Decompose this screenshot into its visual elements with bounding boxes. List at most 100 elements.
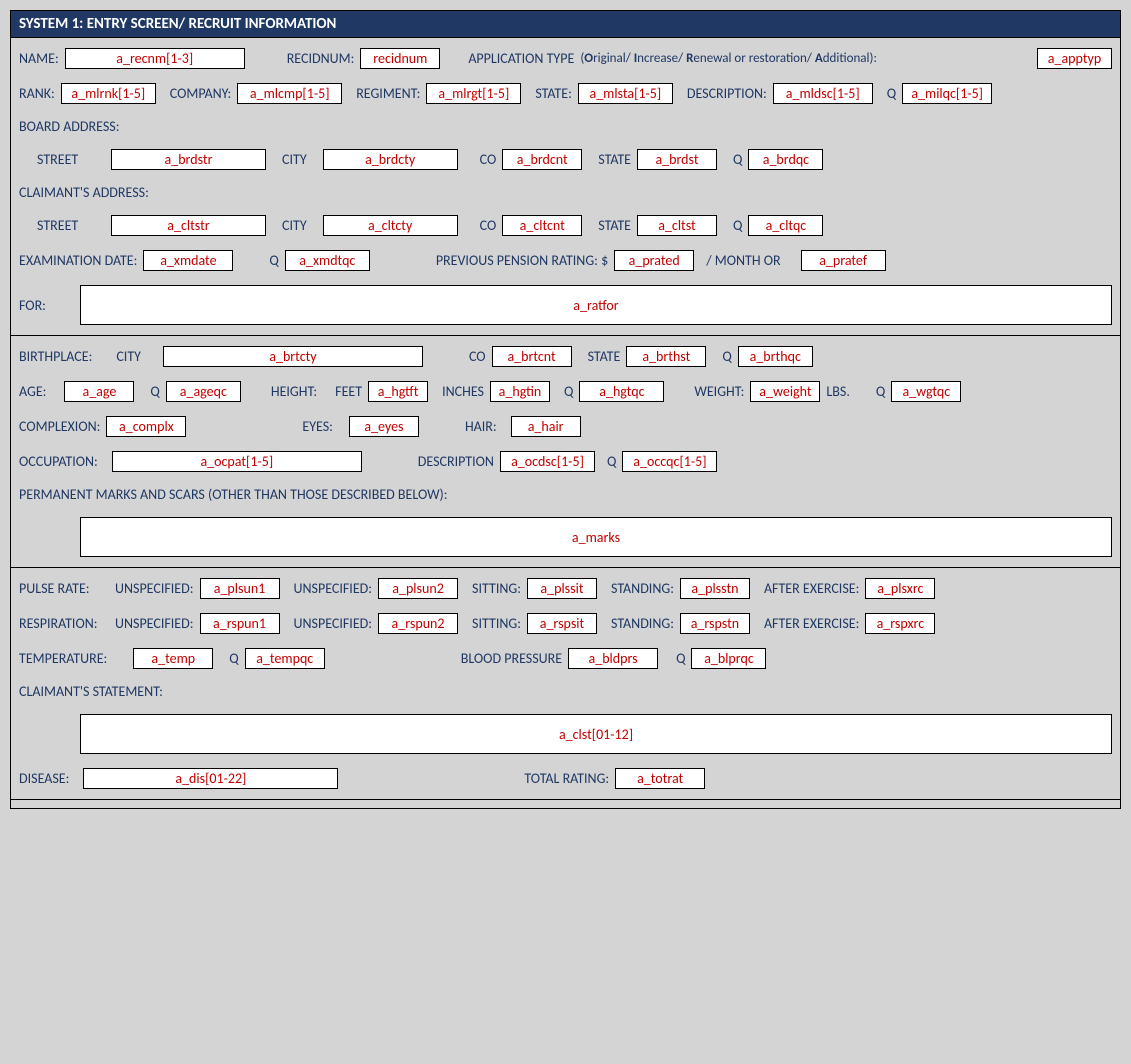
field-mlsta[interactable]: a_mlsta[1-5] [578,83,673,104]
label-pls-unsp2: UNSPECIFIED: [294,580,373,597]
section-demographics: BIRTHPLACE: CITY a_brtcty CO a_brtcnt ST… [11,336,1120,568]
label-q-blpr: Q [676,650,685,667]
field-bldprs[interactable]: a_bldprs [568,648,658,669]
label-clt-street: STREET [37,217,85,234]
field-tempqc[interactable]: a_tempqc [245,648,325,669]
field-mlrnk[interactable]: a_mlrnk[1-5] [61,83,156,104]
field-xmdate[interactable]: a_xmdate [143,250,233,271]
field-rspun1[interactable]: a_rspun1 [200,613,280,634]
field-mldsc[interactable]: a_mldsc[1-5] [773,83,873,104]
field-brtcnt[interactable]: a_brtcnt [492,346,572,367]
field-rspstn[interactable]: a_rspstn [680,613,750,634]
field-clst[interactable]: a_clst[01-12] [80,714,1112,754]
field-hgtft[interactable]: a_hgtft [368,381,428,402]
field-milqc[interactable]: a_milqc[1-5] [902,83,992,104]
label-apptype-hint: (Original/ Increase/ Renewal or restorat… [580,51,877,66]
label-respiration: RESPIRATION: [19,615,109,632]
field-eyes[interactable]: a_eyes [349,416,419,437]
field-mlrgt[interactable]: a_mlrgt[1-5] [426,83,521,104]
label-state: STATE: [535,85,571,102]
field-rspun2[interactable]: a_rspun2 [378,613,458,634]
label-pls-ex: AFTER EXERCISE: [764,580,859,597]
field-apptyp[interactable]: a_apptyp [1037,48,1112,69]
field-totrat[interactable]: a_totrat [615,768,705,789]
form-container: SYSTEM 1: ENTRY SCREEN/ RECRUIT INFORMAT… [10,10,1121,809]
field-weight[interactable]: a_weight [750,381,820,402]
label-for: FOR: [19,297,54,314]
field-brdst[interactable]: a_brdst [637,149,717,170]
label-rsp-stn: STANDING: [611,615,674,632]
field-cltstr[interactable]: a_cltstr [111,215,266,236]
field-plsstn[interactable]: a_plsstn [680,578,750,599]
section-footer-spacer [11,800,1120,808]
field-complx[interactable]: a_complx [106,416,186,437]
field-marks[interactable]: a_marks [80,517,1112,557]
field-hair[interactable]: a_hair [511,416,581,437]
field-blprqc[interactable]: a_blprqc [691,648,766,669]
label-q-mil: Q [887,85,896,102]
field-brdstr[interactable]: a_brdstr [111,149,266,170]
field-ocdsc[interactable]: a_ocdsc[1-5] [500,451,595,472]
label-weight: WEIGHT: [694,383,744,400]
label-q-brd: Q [733,151,742,168]
field-dis[interactable]: a_dis[01-22] [83,768,338,789]
label-brd-city: CITY [282,151,307,168]
field-rspxrc[interactable]: a_rspxrc [865,613,935,634]
field-plssit[interactable]: a_plssit [527,578,597,599]
label-company: COMPANY: [170,85,231,102]
label-brd-street: STREET [37,151,85,168]
field-cltcnt[interactable]: a_cltcnt [502,215,582,236]
field-rspsit[interactable]: a_rspsit [527,613,597,634]
field-cltqc[interactable]: a_cltqc [748,215,823,236]
field-occqc[interactable]: a_occqc[1-5] [622,451,717,472]
field-temp[interactable]: a_temp [133,648,213,669]
label-marks: PERMANENT MARKS AND SCARS (OTHER THAN TH… [19,486,448,503]
label-brt-state: STATE [588,348,621,365]
field-brdcty[interactable]: a_brdcty [323,149,458,170]
label-rsp-ex: AFTER EXERCISE: [764,615,859,632]
field-xmdtqc[interactable]: a_xmdtqc [285,250,370,271]
label-q-brth: Q [722,348,731,365]
field-brthqc[interactable]: a_brthqc [738,346,813,367]
label-brd-co: CO [480,151,497,168]
field-ratfor[interactable]: a_ratfor [80,285,1112,325]
label-hair: HAIR: [465,418,497,435]
section-vitals: PULSE RATE: UNSPECIFIED: a_plsun1 UNSPEC… [11,568,1120,800]
field-prated[interactable]: a_prated [614,250,694,271]
label-brt-co: CO [469,348,486,365]
field-mlcmp[interactable]: a_mlcmp[1-5] [237,83,342,104]
field-recnm[interactable]: a_recnm[1-3] [65,48,245,69]
label-desc2: DESCRIPTION [418,453,494,470]
field-brthst[interactable]: a_brthst [626,346,706,367]
field-wgtqc[interactable]: a_wgtqc [891,381,961,402]
label-pls-sit: SITTING: [472,580,521,597]
field-brdcnt[interactable]: a_brdcnt [502,149,582,170]
field-brdqc[interactable]: a_brdqc [748,149,823,170]
field-cltcty[interactable]: a_cltcty [323,215,458,236]
label-clt-co: CO [480,217,497,234]
label-pls-unsp1: UNSPECIFIED: [115,580,194,597]
field-brtcty[interactable]: a_brtcty [163,346,423,367]
label-lbs: LBS. [826,383,849,400]
field-cltst[interactable]: a_cltst [637,215,717,236]
label-rsp-unsp2: UNSPECIFIED: [294,615,373,632]
label-q-clt: Q [733,217,742,234]
form-header: SYSTEM 1: ENTRY SCREEN/ RECRUIT INFORMAT… [11,11,1120,38]
field-ageqc[interactable]: a_ageqc [166,381,241,402]
label-claimant-stmt: CLAIMANT'S STATEMENT: [19,683,163,700]
field-age[interactable]: a_age [64,381,134,402]
field-plsun2[interactable]: a_plsun2 [378,578,458,599]
label-regiment: REGIMENT: [356,85,420,102]
field-plsxrc[interactable]: a_plsxrc [865,578,935,599]
label-brd-state: STATE [598,151,631,168]
label-pls-stn: STANDING: [611,580,674,597]
label-temperature: TEMPERATURE: [19,650,107,667]
label-disease: DISEASE: [19,770,69,787]
field-hgtin[interactable]: a_hgtin [490,381,550,402]
section-identity: NAME: a_recnm[1-3] RECIDNUM: recidnum AP… [11,38,1120,336]
field-pratef[interactable]: a_pratef [801,250,886,271]
field-hgtqc[interactable]: a_hgtqc [579,381,664,402]
field-ocpat[interactable]: a_ocpat[1-5] [112,451,362,472]
field-plsun1[interactable]: a_plsun1 [200,578,280,599]
field-recidnum[interactable]: recidnum [360,48,440,69]
